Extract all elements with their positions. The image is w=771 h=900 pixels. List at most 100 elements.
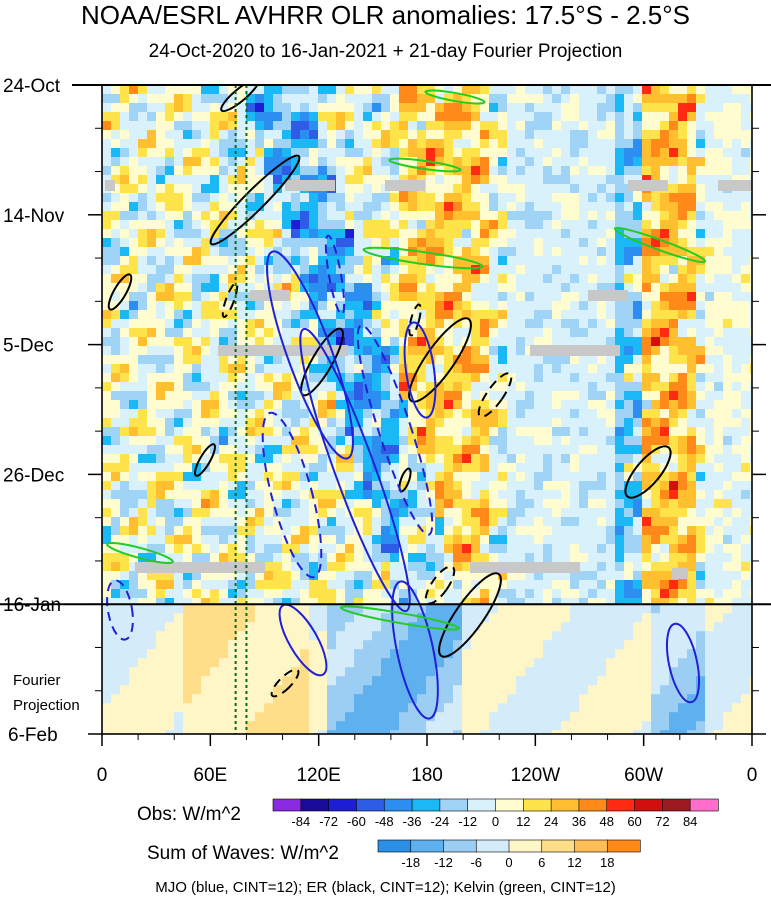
obs-cell [111,166,121,176]
obs-cell [444,472,454,482]
obs-cell [597,481,607,491]
obs-cell [102,301,112,311]
obs-cell [336,364,346,374]
obs-cell [750,202,752,212]
obs-cell [606,85,616,95]
obs-cell [246,553,256,563]
obs-cell [111,310,121,320]
obs-cell [516,400,526,410]
obs-cell [678,112,688,122]
obs-cell [102,490,112,500]
wave-cell [462,622,472,632]
obs-cell [669,94,679,104]
obs-cell [714,580,724,590]
obs-cell [669,346,679,356]
obs-cell [165,580,175,590]
obs-cell [480,283,490,293]
obs-cell [696,211,706,221]
obs-cell [561,193,571,203]
wave-cell [363,622,373,632]
obs-cell [543,544,553,554]
obs-cell [534,175,544,185]
obs-cell [372,130,382,140]
wave-cell [588,685,598,695]
obs-cell [426,94,436,104]
obs-cell [282,247,292,257]
wave-cell [462,676,472,686]
obs-cell [678,409,688,419]
obs-cell [525,355,535,365]
obs-cell [156,400,166,410]
obs-cell [381,400,391,410]
obs-cell [750,157,752,167]
obs-cell [417,175,427,185]
wave-cell [336,658,346,668]
obs-cell [597,490,607,500]
obs-cell [561,184,571,194]
wave-cell [696,658,706,668]
obs-cell [147,526,157,536]
obs-cell [561,391,571,401]
wave-cell [318,658,328,668]
obs-cell [552,589,562,599]
obs-cell [561,382,571,392]
obs-cell [174,94,184,104]
obs-cell [615,517,625,527]
obs-cell [723,283,733,293]
obs-cell [345,337,355,347]
wave-cell [543,640,553,650]
obs-cell [633,211,643,221]
wave-cell [381,622,391,632]
obs-cell [147,364,157,374]
obs-cell [714,544,724,554]
obs-cell [741,346,751,356]
obs-cell [561,319,571,329]
obs-cell [246,526,256,536]
obs-cell [642,229,652,239]
obs-cell [201,85,211,95]
obs-cell [714,112,724,122]
obs-cell [732,400,742,410]
obs-cell [210,310,220,320]
obs-cell [516,301,526,311]
obs-cell [615,571,625,581]
wave-cell [660,649,670,659]
obs-cell [750,283,752,293]
obs-cell [426,292,436,302]
obs-cell [543,238,553,248]
obs-cell [363,292,373,302]
obs-cell [444,202,454,212]
obs-cell [579,229,589,239]
wave-cell [273,631,283,641]
obs-cell [552,319,562,329]
obs-cell [210,553,220,563]
wave-cell [138,649,148,659]
obs-cell [246,310,256,320]
obs-cell [534,463,544,473]
obs-cell [129,598,139,608]
obs-cell [624,238,634,248]
obs-cell [651,364,661,374]
obs-cell [651,499,661,509]
wave-cell [543,604,553,614]
obs-cell [471,337,481,347]
obs-cell [327,148,337,158]
obs-cell [552,265,562,275]
obs-cell [570,328,580,338]
obs-cell [102,481,112,491]
obs-cell [102,112,112,122]
wave-cell [399,604,409,614]
obs-cell [471,454,481,464]
obs-cell [750,517,752,527]
wave-cell [453,667,463,677]
obs-cell [156,517,166,527]
obs-cell [489,553,499,563]
obs-cell [615,481,625,491]
obs-cell [507,346,517,356]
obs-cell [327,238,337,248]
obs-cell [210,571,220,581]
wave-cell [264,658,274,668]
wave-cell [156,613,166,623]
obs-cell [165,247,175,257]
obs-cell [696,121,706,131]
